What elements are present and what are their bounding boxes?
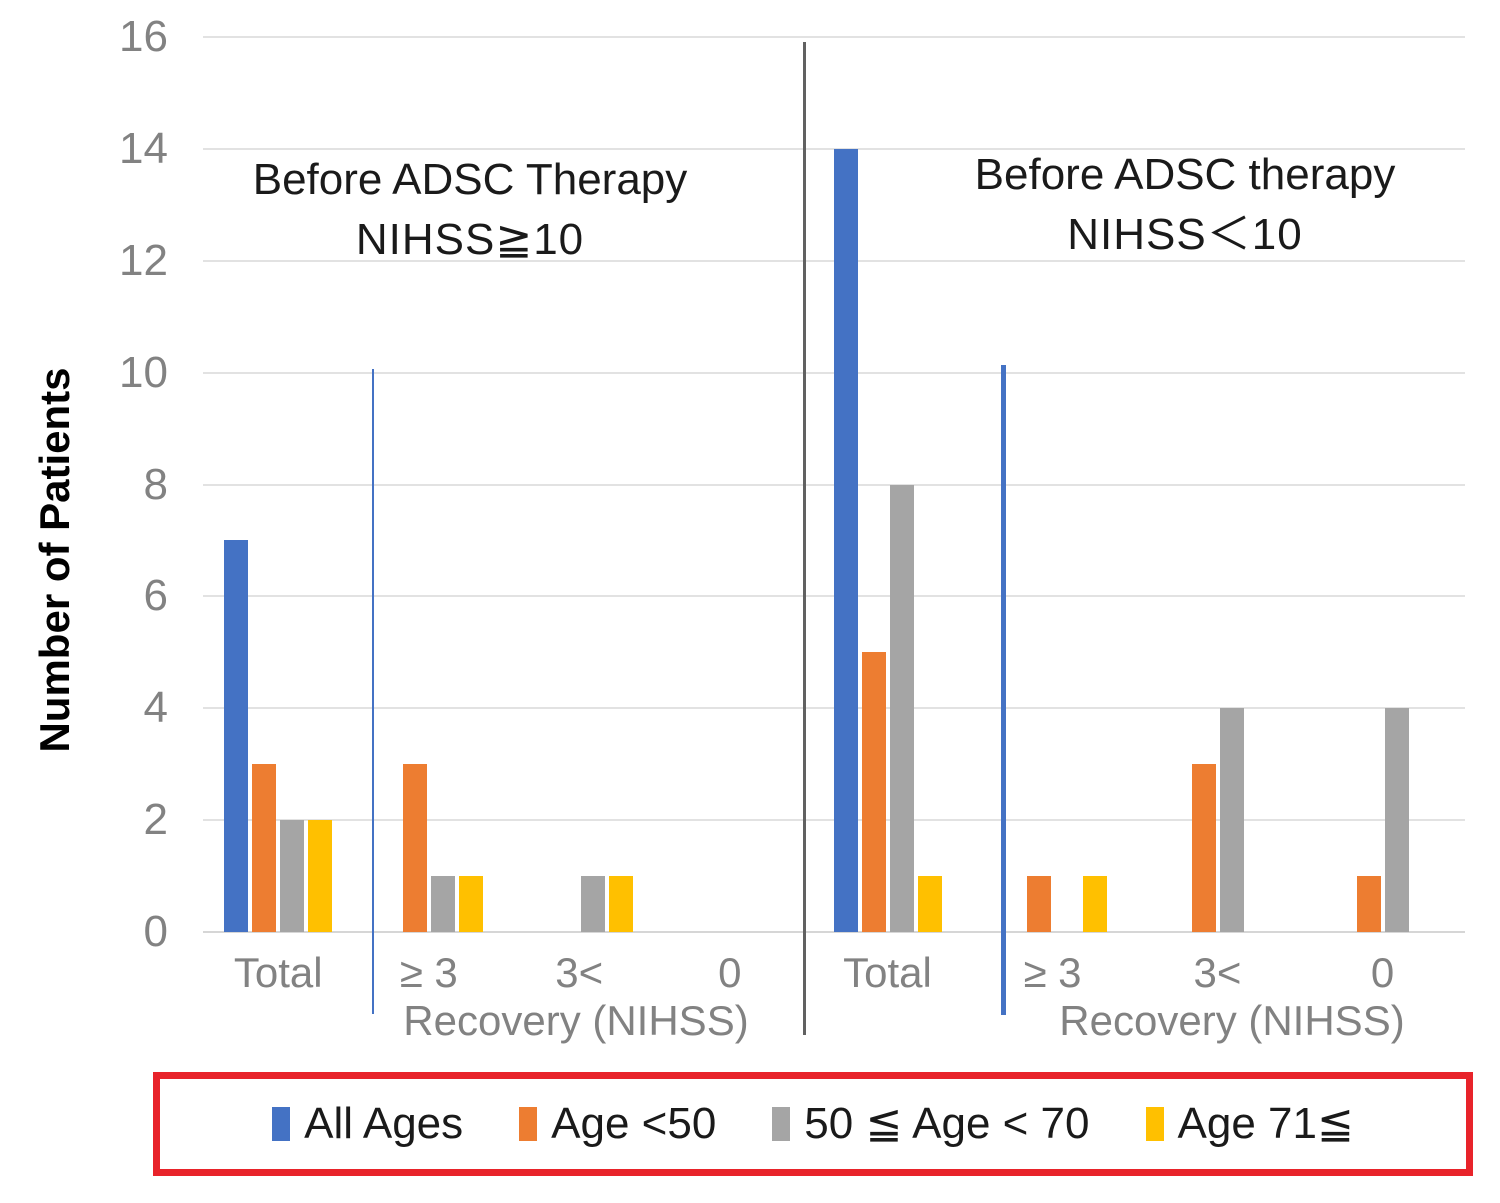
legend-swatch [1145, 1107, 1164, 1141]
category-label: 3< [555, 949, 604, 996]
bar [430, 876, 455, 932]
bar [609, 876, 634, 932]
bar [402, 764, 427, 932]
legend-item: Age 71≦ [1145, 1099, 1354, 1148]
chart-title-left: Before ADSC Therapy NIHSS≧10 [160, 150, 780, 270]
y-tick-label: 14 [119, 123, 168, 173]
legend-label: All Ages [304, 1099, 464, 1148]
y-tick-label: 12 [119, 235, 168, 285]
category-label: Total [233, 949, 323, 996]
chart-title-right-line2: NIHSS＜10 [1067, 210, 1303, 259]
bar [458, 876, 483, 932]
threshold-line-left [372, 369, 374, 1014]
bar [1191, 764, 1216, 932]
legend-swatch [272, 1107, 291, 1141]
gridline [203, 36, 1465, 38]
y-tick-label: 4 [143, 683, 168, 733]
x-axis-caption-left: Recovery (NIHSS) [403, 997, 749, 1044]
panel-divider-line [803, 42, 806, 1035]
y-tick-label: 0 [143, 907, 168, 956]
bar [308, 820, 333, 932]
legend-swatch [519, 1107, 538, 1141]
bar [252, 764, 277, 932]
bar [861, 652, 886, 932]
y-tick-label: 10 [119, 347, 168, 397]
x-axis-caption-right: Recovery (NIHSS) [1059, 997, 1405, 1044]
bar [581, 876, 606, 932]
legend-label: Age <50 [551, 1099, 717, 1148]
bar [833, 148, 858, 932]
legend-label: 50 ≦ Age < 70 [804, 1099, 1090, 1148]
y-tick-label: 2 [143, 795, 168, 845]
category-label: 0 [718, 949, 742, 996]
chart-title-right-line1: Before ADSC therapy [974, 150, 1396, 199]
legend-swatch [772, 1107, 791, 1141]
chart-title-left-line2: NIHSS≧10 [355, 215, 585, 264]
bar [1219, 708, 1244, 932]
legend-item: Age <50 [519, 1102, 716, 1146]
bar [889, 484, 914, 932]
bar [1026, 876, 1051, 932]
bar [224, 540, 249, 932]
chart-title-left-line1: Before ADSC Therapy [252, 155, 688, 204]
y-tick-label: 8 [143, 459, 168, 509]
category-label: ≥ 3 [1023, 949, 1082, 996]
x-axis-line [203, 931, 1465, 933]
category-label: 0 [1370, 949, 1395, 996]
bar [280, 820, 305, 932]
bar [1356, 876, 1381, 932]
category-label: Total [843, 949, 932, 996]
category-label: 3< [1193, 949, 1242, 996]
bar [917, 876, 942, 932]
y-tick-label: 6 [143, 571, 168, 621]
category-label: ≥ 3 [399, 949, 458, 996]
threshold-line-right [1001, 365, 1006, 1015]
legend-label: Age 71≦ [1177, 1099, 1354, 1148]
legend: All Ages Age <50 50 ≦ Age < 70 Age 71≦ [153, 1072, 1473, 1176]
y-tick-label: 16 [119, 12, 168, 61]
legend-item: 50 ≦ Age < 70 [772, 1099, 1090, 1148]
chart-title-right: Before ADSC therapy NIHSS＜10 [875, 145, 1495, 265]
bar [1384, 708, 1409, 932]
legend-item: All Ages [272, 1102, 463, 1146]
bar [1082, 876, 1107, 932]
